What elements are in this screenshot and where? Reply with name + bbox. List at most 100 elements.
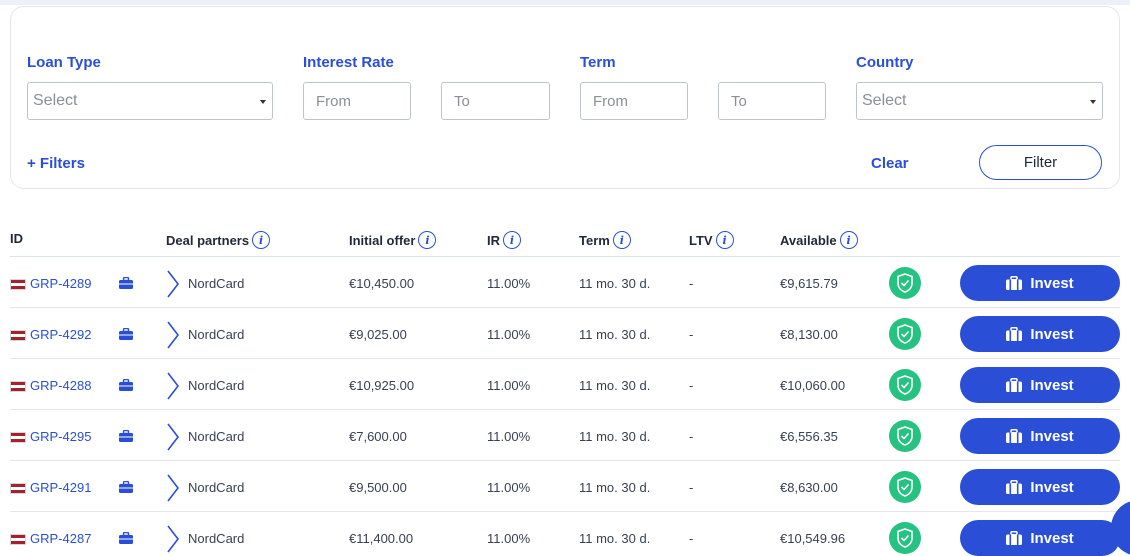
info-icon[interactable]: i	[503, 231, 521, 249]
briefcase-icon	[119, 277, 133, 289]
briefcase-icon	[1006, 276, 1023, 290]
table-row: GRP-4289 NordCard €10,450.00 11.00% 11 m…	[10, 257, 1120, 308]
ltv: -	[689, 276, 694, 291]
country-placeholder: Select	[862, 92, 907, 109]
chevron-right-icon[interactable]	[166, 524, 180, 554]
term: 11 mo. 30 d.	[579, 378, 651, 393]
table-row: GRP-4295 NordCard €7,600.00 11.00% 11 mo…	[10, 410, 1120, 461]
column-header-deal-partners: Deal partners i	[166, 231, 271, 249]
interest-rate: 11.00%	[487, 276, 531, 291]
loan-id-link[interactable]: GRP-4292	[30, 327, 92, 342]
invest-button[interactable]: Invest	[960, 316, 1120, 352]
chevron-right-icon[interactable]	[166, 269, 180, 299]
interest-rate-to-input[interactable]: To	[441, 82, 550, 120]
available-amount: €10,549.96	[780, 531, 846, 546]
latvia-flag-icon	[10, 534, 26, 545]
interest-rate: 11.00%	[487, 480, 531, 495]
interest-rate: 11.00%	[487, 378, 531, 393]
invest-button[interactable]: Invest	[960, 367, 1120, 403]
briefcase-icon	[1006, 327, 1023, 341]
chevron-right-icon[interactable]	[166, 473, 180, 503]
more-filters-link[interactable]: + Filters	[27, 155, 85, 172]
chevron-right-icon[interactable]	[166, 371, 180, 401]
shield-check-icon	[889, 267, 921, 299]
chat-widget-button[interactable]	[1111, 500, 1130, 556]
clear-button[interactable]: Clear	[871, 155, 909, 172]
interest-rate-from-input[interactable]: From	[303, 82, 411, 120]
initial-offer: €9,025.00	[349, 327, 407, 342]
column-header-initial-offer: Initial offer i	[349, 231, 437, 249]
column-header-term-label: Term	[579, 232, 610, 248]
latvia-flag-icon	[10, 279, 26, 290]
briefcase-icon	[119, 481, 133, 493]
column-header-ltv-label: LTV	[689, 232, 713, 248]
invest-button[interactable]: Invest	[960, 418, 1120, 454]
initial-offer: €10,925.00	[349, 378, 415, 393]
available-amount: €10,060.00	[780, 378, 846, 393]
latvia-flag-icon	[10, 432, 26, 443]
available-amount: €8,630.00	[780, 480, 838, 495]
briefcase-icon	[1006, 531, 1023, 545]
filter-button[interactable]: Filter	[979, 145, 1102, 180]
briefcase-icon	[119, 328, 133, 340]
loan-id-link[interactable]: GRP-4291	[30, 480, 92, 495]
info-icon[interactable]: i	[418, 231, 437, 249]
shield-check-icon	[889, 471, 921, 503]
briefcase-icon	[119, 532, 133, 544]
term-to-input[interactable]: To	[718, 82, 826, 120]
invest-button[interactable]: Invest	[960, 520, 1120, 556]
country-select[interactable]: Select	[856, 82, 1103, 120]
initial-offer: €11,400.00	[349, 531, 414, 546]
shield-check-icon	[889, 318, 921, 350]
column-header-term: Term i	[579, 231, 631, 249]
term-to-placeholder: To	[731, 92, 747, 110]
invest-button-label: Invest	[1030, 478, 1074, 496]
interest-rate: 11.00%	[487, 327, 531, 342]
ltv: -	[689, 327, 694, 342]
briefcase-icon	[1006, 378, 1023, 392]
column-header-available-label: Available	[780, 232, 837, 248]
table-row: GRP-4287 NordCard €11,400.00 11.00% 11 m…	[10, 512, 1120, 556]
shield-check-icon	[889, 522, 921, 554]
invest-button[interactable]: Invest	[960, 469, 1120, 505]
loan-type-select[interactable]: Select	[27, 82, 273, 120]
invest-button[interactable]: Invest	[960, 265, 1120, 301]
latvia-flag-icon	[10, 330, 26, 341]
column-header-available: Available i	[780, 231, 858, 249]
column-header-ltv: LTV i	[689, 231, 734, 249]
caret-down-icon	[260, 100, 266, 104]
loan-id-link[interactable]: GRP-4289	[30, 276, 92, 291]
info-icon[interactable]: i	[252, 231, 271, 249]
briefcase-icon	[119, 379, 133, 391]
briefcase-icon	[1006, 429, 1023, 443]
deal-partner: NordCard	[188, 531, 245, 546]
chevron-right-icon[interactable]	[166, 422, 180, 452]
loan-id-link[interactable]: GRP-4295	[30, 429, 92, 444]
invest-button-label: Invest	[1030, 529, 1074, 547]
term: 11 mo. 30 d.	[579, 276, 651, 291]
term-label: Term	[580, 54, 616, 71]
info-icon[interactable]: i	[612, 231, 631, 249]
interest-rate-label: Interest Rate	[303, 54, 394, 71]
interest-rate: 11.00%	[487, 531, 531, 546]
country-label: Country	[856, 54, 914, 71]
filter-panel: Loan Type Select Interest Rate From To T…	[10, 6, 1120, 189]
deal-partner: NordCard	[188, 429, 245, 444]
initial-offer: €9,500.00	[349, 480, 407, 495]
table-row: GRP-4291 NordCard €9,500.00 11.00% 11 mo…	[10, 461, 1120, 512]
initial-offer: €10,450.00	[349, 276, 415, 291]
info-icon[interactable]: i	[839, 231, 858, 249]
loan-id-link[interactable]: GRP-4287	[30, 531, 92, 546]
info-icon[interactable]: i	[715, 231, 734, 249]
column-header-id-label: ID	[10, 231, 23, 246]
term-from-input[interactable]: From	[580, 82, 688, 120]
column-header-ir-label: IR	[487, 232, 500, 248]
column-header-ir: IR i	[487, 231, 521, 249]
loan-id-link[interactable]: GRP-4288	[30, 378, 92, 393]
chevron-right-icon[interactable]	[166, 320, 180, 350]
term: 11 mo. 30 d.	[579, 480, 651, 495]
interest-rate: 11.00%	[487, 429, 531, 444]
term: 11 mo. 30 d.	[579, 429, 651, 444]
shield-check-icon	[889, 420, 921, 452]
column-header-initial-offer-label: Initial offer	[349, 232, 416, 248]
